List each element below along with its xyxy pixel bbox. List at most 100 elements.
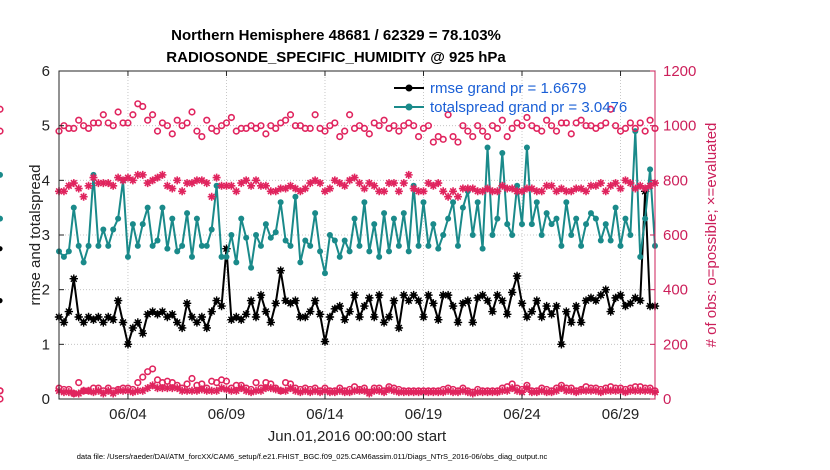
data-point [267,234,274,241]
data-point [646,386,655,395]
data-point [138,170,147,179]
data-point [179,242,186,249]
data-point [522,184,531,193]
data-point [266,384,275,393]
data-point [286,111,295,119]
data-point [271,299,280,308]
data-point [276,386,285,395]
data-point [365,389,374,398]
data-point [168,310,177,319]
data-point [133,386,142,395]
data-point [562,119,570,127]
data-point [586,293,596,303]
data-point [450,199,457,206]
data-point [376,253,383,260]
data-point [607,237,614,244]
data-point [302,237,309,244]
data-point [631,184,640,193]
data-point [134,242,141,249]
data-point [158,384,167,393]
data-point [325,388,334,397]
data-point [0,395,4,403]
data-point [571,301,581,311]
data-point [435,245,442,252]
data-point [498,386,507,395]
data-point [123,386,132,395]
y-tick-label-left: 3 [42,227,50,244]
data-point [110,226,117,233]
data-point [241,310,251,319]
data-point [596,179,605,188]
data-point [586,181,595,190]
data-point [596,290,606,300]
data-point [168,130,176,138]
data-point [75,379,83,387]
data-point [488,388,497,397]
data-point [257,242,264,249]
data-point [355,312,364,322]
data-point [557,384,566,393]
data-point [631,124,639,132]
data-point [385,179,394,188]
data-point [227,113,235,122]
data-point [153,173,162,182]
data-point [414,133,423,141]
data-point [646,116,654,124]
data-point [601,285,610,294]
data-point [459,204,466,211]
data-point [612,204,619,211]
data-point [115,215,122,222]
data-point [498,116,506,124]
data-point [139,221,146,228]
data-point [493,388,502,397]
data-point [320,337,330,346]
data-point [256,386,265,395]
data-point [479,127,487,135]
data-point [503,310,512,319]
data-point [105,242,112,249]
data-point [577,386,586,395]
data-point [79,386,88,395]
data-point [213,182,220,189]
data-point [430,221,437,228]
data-point [522,384,531,393]
data-point [129,221,136,228]
data-point [148,307,157,316]
data-point [454,242,461,249]
data-point [296,388,305,397]
data-point [84,312,93,322]
data-point [75,116,83,124]
data-point [611,179,620,188]
data-point [444,192,453,201]
data-point [498,296,507,305]
data-point [439,187,448,196]
data-point [375,187,384,196]
data-point [84,124,93,132]
x-tick-label: 06/19 [405,406,443,423]
data-point [523,144,530,151]
data-point [606,307,615,316]
data-point [424,290,433,300]
data-point [197,385,206,394]
data-point [79,318,88,327]
data-point [548,221,555,228]
data-point [143,310,152,319]
data-point [611,293,620,303]
data-point [286,384,295,393]
data-point [129,111,137,119]
data-point [139,102,147,111]
data-point [410,122,418,130]
data-point [301,312,310,322]
data-point [444,386,453,395]
data-point [631,386,640,395]
data-point [310,296,320,305]
data-point [335,179,344,188]
data-point [577,116,585,124]
data-point [64,388,73,397]
data-point [371,221,378,228]
data-point [139,373,147,381]
data-point [583,221,590,228]
data-point [562,307,571,316]
data-point [192,386,201,395]
data-point [80,259,87,266]
